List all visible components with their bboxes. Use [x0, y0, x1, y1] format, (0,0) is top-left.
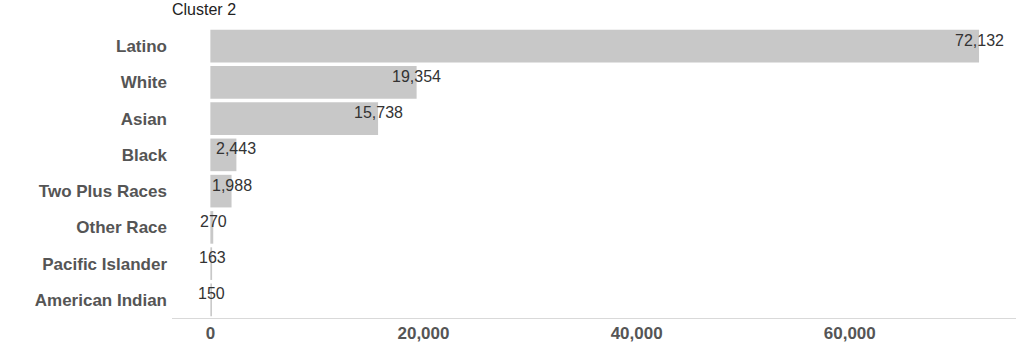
svg-text:Asian: Asian: [121, 110, 167, 129]
svg-text:15,738: 15,738: [354, 104, 403, 121]
svg-text:150: 150: [198, 285, 225, 302]
svg-text:72,132: 72,132: [955, 32, 1004, 49]
svg-text:Cluster 2: Cluster 2: [172, 1, 236, 18]
svg-text:40,000: 40,000: [611, 324, 663, 343]
svg-text:60,000: 60,000: [824, 324, 876, 343]
svg-text:Latino: Latino: [116, 37, 167, 56]
svg-text:270: 270: [200, 213, 227, 230]
svg-text:Two Plus Races: Two Plus Races: [39, 182, 167, 201]
svg-text:Black: Black: [122, 146, 168, 165]
svg-text:2,443: 2,443: [216, 140, 256, 157]
svg-text:Other Race: Other Race: [76, 218, 167, 237]
svg-text:19,354: 19,354: [392, 68, 441, 85]
svg-text:American Indian: American Indian: [35, 291, 167, 310]
svg-text:1,988: 1,988: [212, 177, 252, 194]
svg-text:163: 163: [199, 249, 226, 266]
svg-text:0: 0: [206, 324, 215, 343]
svg-text:Pacific Islander: Pacific Islander: [42, 255, 167, 274]
svg-text:20,000: 20,000: [397, 324, 449, 343]
svg-text:White: White: [121, 73, 167, 92]
